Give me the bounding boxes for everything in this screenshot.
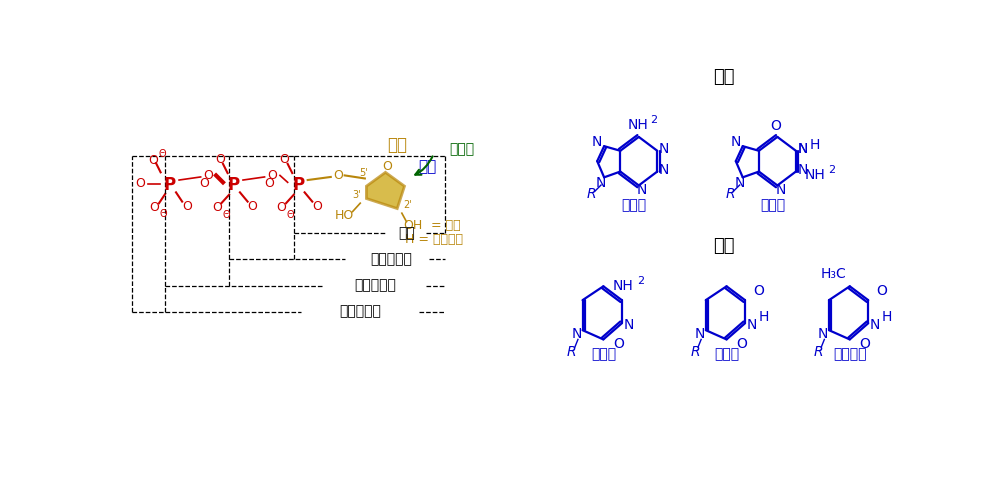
Text: 嘧啶: 嘧啶	[714, 237, 735, 255]
Text: 核苷二磷酸: 核苷二磷酸	[355, 278, 396, 292]
Text: O: O	[247, 200, 257, 213]
Text: N: N	[592, 135, 602, 149]
Text: N: N	[775, 183, 786, 197]
Text: 2: 2	[637, 276, 644, 286]
Text: N: N	[659, 163, 669, 177]
Text: N: N	[659, 142, 669, 156]
Text: 核苷三磷酸: 核苷三磷酸	[339, 305, 381, 319]
Text: H: H	[882, 310, 892, 324]
Text: 戊糖: 戊糖	[387, 136, 407, 154]
Text: O: O	[312, 200, 322, 213]
Text: P: P	[292, 176, 305, 193]
Text: 糖苷键: 糖苷键	[449, 142, 474, 156]
Text: O: O	[136, 177, 146, 190]
Text: NH: NH	[613, 279, 634, 293]
Text: = 核糖: = 核糖	[431, 219, 461, 232]
Text: 尿嘧啶: 尿嘧啶	[714, 348, 739, 361]
Text: H = 脱氧核糖: H = 脱氧核糖	[405, 233, 463, 246]
Text: N: N	[870, 318, 880, 332]
Text: Θ: Θ	[222, 210, 230, 220]
Text: Θ: Θ	[160, 209, 168, 219]
Text: R: R	[587, 187, 597, 201]
Text: 鸟嘌呤: 鸟嘌呤	[760, 198, 785, 212]
Text: O: O	[860, 337, 871, 351]
Text: N: N	[694, 327, 705, 341]
Text: P: P	[228, 176, 240, 193]
Text: R: R	[813, 345, 823, 359]
Text: NH: NH	[805, 168, 825, 182]
Text: O: O	[737, 337, 747, 351]
Text: N: N	[798, 163, 808, 177]
Text: 胸腺嘧啶: 胸腺嘧啶	[833, 348, 867, 361]
Text: O: O	[753, 284, 764, 298]
Text: O: O	[334, 169, 343, 182]
Text: H: H	[758, 310, 769, 324]
Text: 2: 2	[651, 115, 658, 125]
Text: O: O	[770, 119, 781, 133]
Text: N: N	[731, 135, 741, 149]
Text: HO: HO	[335, 209, 354, 222]
Text: O: O	[267, 169, 277, 182]
Text: O: O	[203, 169, 213, 182]
Text: N: N	[637, 183, 647, 197]
Text: 3': 3'	[352, 190, 361, 200]
Text: R: R	[690, 345, 700, 359]
Text: N: N	[624, 318, 634, 332]
Text: O: O	[212, 201, 222, 214]
Text: O: O	[215, 153, 225, 166]
Text: N: N	[571, 327, 582, 341]
Text: OH: OH	[403, 219, 422, 232]
Text: 嘌呤: 嘌呤	[714, 68, 735, 86]
Text: P: P	[164, 176, 176, 193]
Text: NH: NH	[628, 119, 648, 132]
Text: N: N	[734, 177, 745, 191]
Text: N: N	[798, 142, 808, 156]
Text: 2: 2	[828, 165, 835, 175]
Text: O: O	[264, 177, 274, 190]
Text: O: O	[182, 200, 192, 213]
Text: N: N	[596, 177, 606, 191]
Text: 核苷一磷酸: 核苷一磷酸	[370, 252, 412, 266]
Text: 胞嘧啶: 胞嘧啶	[591, 348, 616, 361]
Text: H: H	[809, 138, 820, 152]
Text: O: O	[382, 160, 392, 173]
Text: N: N	[747, 318, 757, 332]
Text: N: N	[798, 142, 808, 156]
Text: Θ: Θ	[287, 210, 295, 220]
Text: O: O	[200, 177, 209, 190]
Text: 2': 2'	[403, 200, 412, 210]
Text: O: O	[277, 201, 286, 214]
Text: R: R	[567, 345, 577, 359]
Text: O: O	[148, 154, 158, 167]
Polygon shape	[366, 172, 404, 208]
Text: O: O	[150, 201, 159, 214]
Text: O: O	[613, 337, 624, 351]
Text: 核苷: 核苷	[398, 226, 415, 240]
Text: R: R	[726, 187, 735, 201]
Text: H₃C: H₃C	[820, 267, 846, 281]
Text: O: O	[280, 153, 290, 166]
Text: Θ: Θ	[158, 149, 166, 159]
Text: O: O	[877, 284, 888, 298]
Text: 5': 5'	[359, 168, 368, 178]
Text: 碱基: 碱基	[418, 159, 437, 174]
Text: 腺嘌呤: 腺嘌呤	[622, 198, 647, 212]
Text: N: N	[818, 327, 828, 341]
